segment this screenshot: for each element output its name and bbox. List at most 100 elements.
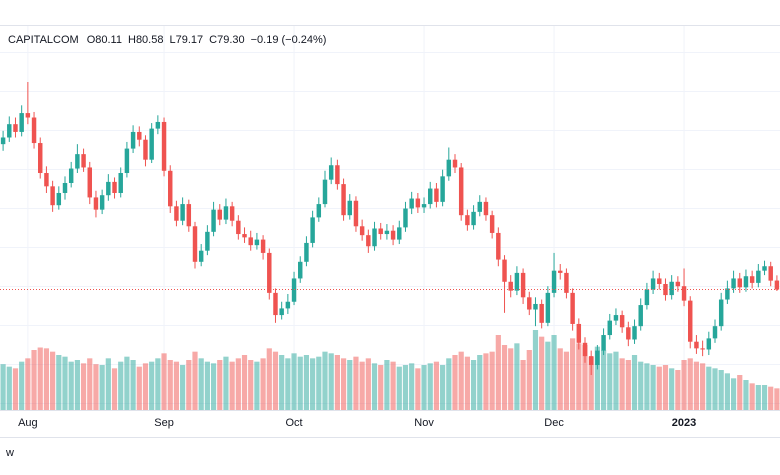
candle-body <box>700 348 705 350</box>
legend-field-label: C <box>209 34 217 46</box>
volume-bar <box>248 360 254 410</box>
candle-body <box>161 121 167 171</box>
candle-body <box>409 198 414 209</box>
volume-bar <box>774 388 780 410</box>
volume-bar <box>161 353 167 410</box>
legend-field-value: 79.30 <box>217 34 245 46</box>
candle-body <box>248 237 253 246</box>
volume-bar <box>19 361 25 410</box>
volume-bar <box>396 366 402 410</box>
volume-bar <box>551 335 557 410</box>
volume-bar <box>501 345 508 410</box>
candle-body <box>681 286 687 301</box>
volume-bar <box>483 353 489 410</box>
candle-body <box>254 239 260 246</box>
volume-bar <box>712 368 718 410</box>
volume-bar <box>371 363 378 410</box>
candle-body <box>316 204 322 218</box>
volume-bar <box>563 351 570 410</box>
x-tick-label: 2023 <box>672 417 696 429</box>
volume-bar <box>173 361 180 410</box>
volume-bar <box>384 360 390 410</box>
volume-bar <box>353 356 359 410</box>
volume-bar <box>644 363 650 410</box>
volume-bar <box>638 361 644 410</box>
candle-body <box>570 292 575 324</box>
volume-bar <box>31 350 37 410</box>
volume-bar <box>43 348 50 410</box>
candle-body <box>756 270 761 283</box>
volume-bar <box>613 351 619 410</box>
candle-body <box>44 173 49 187</box>
candle-body <box>749 276 755 283</box>
volume-bar <box>619 358 625 410</box>
volume-bar <box>241 355 248 410</box>
volume-bar <box>470 360 477 410</box>
volume-bar <box>687 358 693 410</box>
candle-body <box>626 327 631 340</box>
volume-bar <box>693 361 700 410</box>
candle-body <box>328 165 334 180</box>
volume-bar <box>210 363 217 410</box>
candle-body <box>477 201 482 212</box>
candle-body <box>7 124 12 138</box>
x-tick-label: Sep <box>154 417 174 429</box>
volume-bar <box>56 355 62 410</box>
candle-body <box>273 292 278 316</box>
volume-bar <box>37 347 43 410</box>
candle-body <box>712 326 718 339</box>
candle-body <box>31 117 37 144</box>
volume-bar <box>477 355 483 410</box>
candle-body <box>38 143 43 174</box>
volume-bar <box>452 355 458 410</box>
candle-body <box>533 303 538 310</box>
volume-bar <box>62 356 68 410</box>
grid <box>0 26 780 410</box>
candle-body <box>440 176 445 202</box>
volume-bar <box>390 361 396 410</box>
volume-bar <box>582 345 588 410</box>
volume-bar <box>74 360 80 410</box>
volume-bar <box>557 348 563 410</box>
volume-bar <box>409 363 415 410</box>
volume-bar <box>198 358 204 410</box>
volume-bar <box>755 385 761 410</box>
volume-bar <box>718 370 724 410</box>
candle-body <box>669 281 674 296</box>
volume-bar <box>378 365 384 410</box>
x-tick-label: Oct <box>285 417 302 429</box>
volume-bar <box>650 365 656 410</box>
volume-bar <box>730 378 737 410</box>
volume-bar <box>508 348 514 410</box>
candle-body <box>465 215 470 226</box>
volume-bar <box>285 358 291 410</box>
volume-bar <box>149 361 155 410</box>
candle-body <box>452 159 458 168</box>
candle-body <box>384 230 390 235</box>
candle-body <box>403 208 408 228</box>
legend-field-value: 80.58 <box>136 34 164 46</box>
volume-bar <box>669 368 675 410</box>
volume-bar <box>204 361 210 410</box>
candle-body <box>56 192 62 206</box>
volume-bar <box>743 380 749 410</box>
candle-body <box>260 239 266 253</box>
volume-bar <box>495 335 501 410</box>
candle-body <box>434 188 439 202</box>
candle-body <box>415 198 421 208</box>
candle-body <box>619 315 625 328</box>
candle-body <box>0 137 6 145</box>
candle-body <box>718 299 724 327</box>
volume-bar <box>347 360 353 410</box>
volume-bar <box>266 348 272 410</box>
volume-bar <box>594 346 600 410</box>
volume-bar <box>142 363 149 410</box>
candle-body <box>93 197 99 210</box>
candle-body <box>205 231 210 251</box>
volume-bar <box>514 343 520 410</box>
candle-body <box>291 278 297 302</box>
volume-bar <box>260 358 266 410</box>
volume-bar <box>421 365 427 410</box>
candle-body <box>13 124 18 132</box>
volume-bar <box>229 361 235 410</box>
